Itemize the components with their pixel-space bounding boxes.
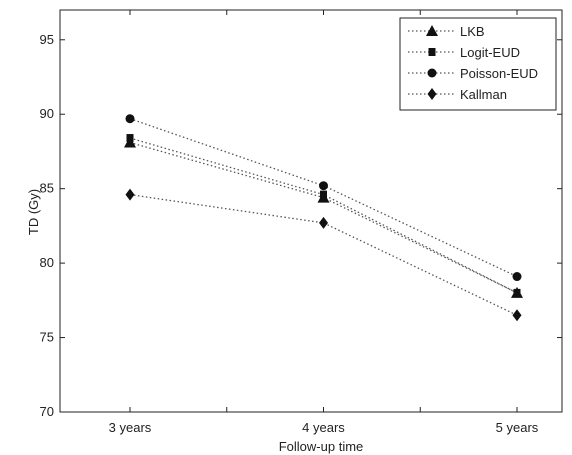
y-tick-label: 95 [40,32,54,47]
legend-marker [427,68,437,78]
legend-box [399,17,557,111]
legend-marker [426,25,438,36]
x-tick-label: 5 years [496,420,539,435]
data-point [125,114,135,124]
legend-label: Logit-EUD [460,45,520,60]
legend-marker [428,48,436,56]
series-line [129,137,518,294]
plot-frame [59,9,563,413]
data-point [513,288,521,297]
y-axis-title: TD (Gy) [26,189,41,235]
x-tick-label: 3 years [109,420,152,435]
legend-label: Poisson-EUD [460,66,538,81]
legend-label: LKB [460,24,485,39]
data-point [320,190,327,199]
series-poisson-eud [125,114,522,282]
y-tick-label: 70 [40,404,54,419]
data-point [512,272,522,282]
y-tick-label: 90 [40,106,54,121]
legend-marker [427,88,437,100]
x-tick-label: 4 years [302,420,345,435]
axes: 70 75 80 85 90 95 3 years 4 years 5 years [40,9,563,435]
data-point [126,134,134,143]
x-axis-title: Follow-up time [279,439,364,454]
data-point [125,188,135,201]
legend-label: Kallman [460,87,507,102]
series-kallman [125,188,522,322]
series-line [129,193,518,316]
data-point [512,309,522,322]
series-layer [124,114,523,322]
data-point [319,216,328,229]
legend: LKB Logit-EUD Poisson-EUD Kallman [399,17,557,111]
y-tick-label: 85 [40,181,54,196]
series-logit-eud [126,134,521,297]
y-tick-label: 75 [40,330,54,345]
data-point [319,181,328,191]
y-tick-label: 80 [40,255,54,270]
